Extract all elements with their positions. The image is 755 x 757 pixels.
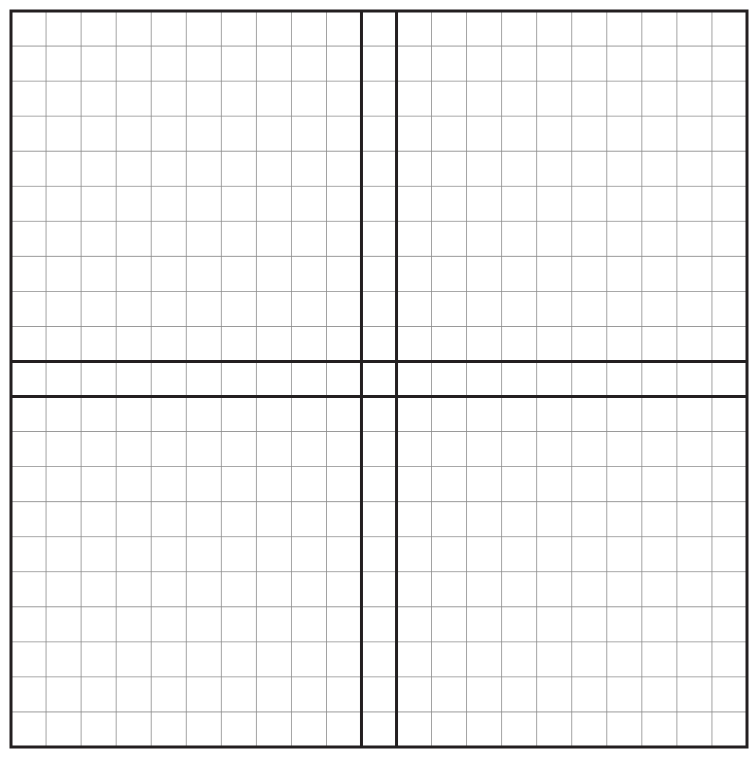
grid-diagram [0,0,755,757]
graph-paper [0,0,755,757]
